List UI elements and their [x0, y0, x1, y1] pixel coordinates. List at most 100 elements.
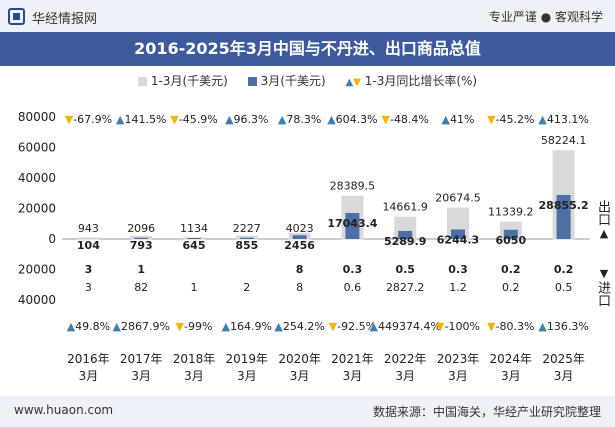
export-monthly-label: 28855.2 [539, 199, 589, 212]
top-banner: 华经情报网 专业严谨 ● 客观科学 [0, 0, 615, 32]
import-monthly-label: 0.2 [501, 263, 521, 276]
import-cumulative-label: 2827.2 [386, 281, 425, 294]
import-growth-label: ▼-80.3% [487, 320, 534, 333]
export-growth-label: ▲41% [442, 113, 475, 126]
up-triangle-icon: ▲ [345, 77, 354, 88]
data-source: 数据来源：中国海关，华经产业研究院整理 [372, 405, 601, 419]
import-monthly-label: 1 [137, 263, 145, 276]
export-cumulative-bar [130, 235, 153, 239]
x-tick-label: 3月 [290, 369, 310, 383]
import-cumulative-label: 8 [296, 281, 303, 294]
title-bar: 2016-2025年3月中国与不丹进、出口商品总值 [0, 32, 615, 66]
import-growth-label: ▲136.3% [538, 320, 588, 333]
export-growth-label: ▼-48.4% [382, 113, 429, 126]
import-growth-label: ▲2867.9% [112, 320, 169, 333]
import-cumulative-label: 1.2 [449, 281, 467, 294]
export-monthly-bar [345, 213, 360, 239]
export-cumulative-label: 2227 [233, 222, 261, 235]
import-growth-label: ▲164.9% [222, 320, 272, 333]
import-label-text: 进口 [595, 281, 610, 307]
import-monthly-label: 0.3 [343, 263, 363, 276]
y-tick-label: 20000 [18, 263, 56, 277]
x-tick-label: 2018年 [173, 352, 216, 366]
import-growth-label: ▲254.2% [274, 320, 324, 333]
x-tick-label: 2019年 [226, 352, 269, 366]
export-cumulative-bar [235, 235, 258, 239]
export-growth-label: ▼-45.2% [487, 113, 534, 126]
legend-item-monthly: 3月(千美元) [247, 72, 326, 89]
export-cumulative-label: 4023 [286, 222, 314, 235]
x-tick-label: 3月 [184, 369, 204, 383]
down-triangle-icon: ▼ [353, 77, 361, 88]
export-cumulative-label: 1134 [180, 222, 208, 235]
export-growth-label: ▼-45.9% [170, 113, 217, 126]
x-tick-label: 2025年 [542, 352, 585, 366]
import-cumulative-bar [130, 239, 153, 240]
export-monthly-label: 6244.3 [437, 233, 479, 246]
x-tick-label: 2022年 [384, 352, 427, 366]
export-growth-label: ▲141.5% [116, 113, 166, 126]
export-side-label: 出口 ▲ [595, 200, 613, 241]
y-tick-label: 40000 [18, 171, 56, 185]
import-growth-label: ▲449374.4% [369, 320, 440, 333]
y-tick-label: 60000 [18, 141, 56, 155]
import-cumulative-label: 0.2 [502, 281, 520, 294]
export-monthly-bar [556, 194, 571, 239]
y-tick-label: 80000 [18, 110, 56, 124]
x-tick-label: 3月 [395, 369, 415, 383]
export-monthly-label: 793 [130, 239, 153, 252]
legend-item-growth: ▲▼ 1-3月同比增长率(%) [346, 72, 478, 89]
footer-bar: www.huaon.com 数据来源：中国海关，华经产业研究院整理 [0, 396, 615, 427]
export-cumulative-label: 943 [78, 222, 99, 235]
export-growth-label: ▲96.3% [225, 113, 268, 126]
import-monthly-label: 0.2 [554, 263, 574, 276]
import-cumulative-label: 2 [243, 281, 250, 294]
import-monthly-label: 3 [85, 263, 93, 276]
brand-name: 华经情报网 [32, 12, 98, 27]
x-tick-label: 2017年 [120, 352, 163, 366]
export-monthly-bar [398, 230, 413, 239]
x-tick-label: 3月 [448, 369, 468, 383]
import-monthly-label: 8 [296, 263, 304, 276]
legend-label-growth: 1-3月同比增长率(%) [364, 74, 478, 88]
export-monthly-label: 17043.4 [327, 217, 377, 230]
export-cumulative-label: 20674.5 [435, 191, 481, 204]
import-growth-label: ▼-92.5% [329, 320, 376, 333]
export-growth-label: ▲604.3% [327, 113, 377, 126]
x-tick-label: 2024年 [490, 352, 533, 366]
import-cumulative-bar [183, 239, 205, 240]
import-cumulative-label: 1 [191, 281, 198, 294]
import-cumulative-label: 0.6 [344, 281, 362, 294]
export-label-text: 出口 [595, 200, 610, 226]
export-cumulative-bar [77, 237, 100, 239]
import-cumulative-label: 0.5 [555, 281, 573, 294]
x-tick-label: 3月 [131, 369, 151, 383]
export-monthly-label: 104 [77, 239, 100, 252]
import-monthly-label: 0.3 [448, 263, 468, 276]
import-cumulative-bar [394, 239, 417, 244]
import-cumulative-bar [77, 239, 100, 240]
export-monthly-label: 645 [183, 239, 206, 252]
export-monthly-label: 2456 [284, 239, 315, 252]
export-monthly-label: 6050 [495, 234, 526, 247]
x-tick-label: 3月 [237, 369, 257, 383]
export-cumulative-label: 28389.5 [330, 180, 376, 193]
export-cumulative-label: 58224.1 [541, 134, 587, 147]
import-growth-label: ▼-99% [176, 320, 213, 333]
import-cumulative-bar [552, 239, 575, 240]
x-tick-label: 3月 [79, 369, 99, 383]
x-tick-label: 3月 [343, 369, 363, 383]
export-monthly-bar [187, 238, 201, 239]
legend-label-monthly: 3月(千美元) [260, 74, 326, 88]
import-growth-label: ▼-100% [436, 320, 480, 333]
y-tick-label: 40000 [18, 293, 56, 307]
y-tick-label: 20000 [18, 202, 56, 216]
import-cumulative-bar [235, 239, 258, 240]
footer-url: www.huaon.com [14, 403, 114, 417]
brand-logo-icon [8, 8, 25, 25]
import-cumulative-bar [341, 239, 364, 240]
legend-swatch-cumulative [137, 77, 147, 86]
down-arrow-icon: ▼ [599, 267, 609, 280]
export-growth-label: ▲413.1% [538, 113, 588, 126]
import-cumulative-label: 3 [85, 281, 92, 294]
